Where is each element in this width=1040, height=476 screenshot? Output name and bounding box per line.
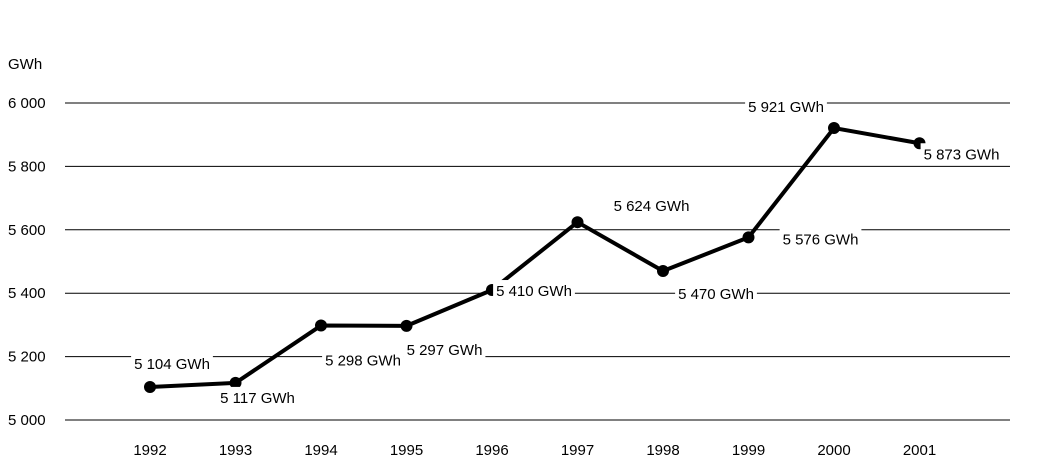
- x-tick-label: 1994: [304, 442, 337, 459]
- data-point-1993: [229, 376, 242, 389]
- data-labels: 5 104 GWh 5 117 GWh 5 298 GWh 5 297 GWh 5 41…: [131, 96, 1003, 407]
- x-axis: 1992 1993 1994 1995 1996 1997 1998 1999 2000 2001: [133, 442, 936, 459]
- x-tick-label: 1998: [646, 442, 679, 459]
- y-axis: GWh 5 000 5 200 5 400 5 600 5 800 6 000: [8, 56, 46, 429]
- data-label-1996: 5 410 GWh: [496, 283, 572, 300]
- data-point-1992: [144, 381, 156, 394]
- y-tick-label: 6 000: [8, 95, 46, 112]
- data-point-1997: [571, 216, 584, 229]
- data-label-bg: [216, 386, 299, 407]
- data-label-1993: 5 117 GWh: [220, 390, 295, 407]
- data-label-2000: 5 921 GWh: [748, 99, 824, 116]
- data-label-bg: [403, 338, 486, 359]
- data-point-2000: [828, 122, 840, 135]
- data-label-1994: 5 298 GWh: [325, 353, 401, 370]
- data-label-bg: [131, 353, 213, 374]
- data-label-bg: [779, 228, 862, 249]
- y-tick-label: 5 600: [8, 222, 46, 239]
- y-tick-label: 5 800: [8, 158, 46, 175]
- y-tick-label: 5 000: [8, 412, 46, 429]
- data-label-1995: 5 297 GWh: [407, 342, 483, 359]
- x-tick-label: 1996: [475, 442, 508, 459]
- x-tick-label: 2000: [817, 442, 850, 459]
- series-line: [148, 126, 922, 390]
- data-point-1999: [742, 231, 755, 244]
- series-layer: [144, 122, 926, 394]
- x-tick-label: 1999: [732, 442, 765, 459]
- data-label-bg: [745, 96, 827, 117]
- data-point-1998: [657, 265, 669, 278]
- data-label-bg: [920, 143, 1003, 164]
- y-tick-label: 5 400: [8, 285, 46, 302]
- data-label-1998: 5 470 GWh: [678, 286, 754, 303]
- data-label-bg: [322, 349, 404, 370]
- data-label-1992: 5 104 GWh: [134, 356, 210, 373]
- data-label-bg: [610, 195, 693, 216]
- x-tick-label: 1995: [390, 442, 423, 459]
- x-tick-label: 1997: [561, 442, 594, 459]
- data-label-2001: 5 873 GWh: [924, 146, 1000, 163]
- x-tick-label: 1992: [133, 442, 166, 459]
- data-point-1994: [315, 319, 327, 332]
- data-label-bg: [493, 280, 575, 301]
- x-tick-label: 2001: [903, 442, 936, 459]
- data-label-bg: [675, 283, 757, 304]
- y-tick-label: 5 200: [8, 349, 46, 366]
- data-point-1995: [400, 319, 413, 332]
- data-label-1997: 5 624 GWh: [614, 198, 690, 215]
- data-label-1999: 5 576 GWh: [783, 231, 859, 248]
- x-tick-label: 1993: [219, 442, 252, 459]
- y-unit-label: GWh: [8, 56, 42, 73]
